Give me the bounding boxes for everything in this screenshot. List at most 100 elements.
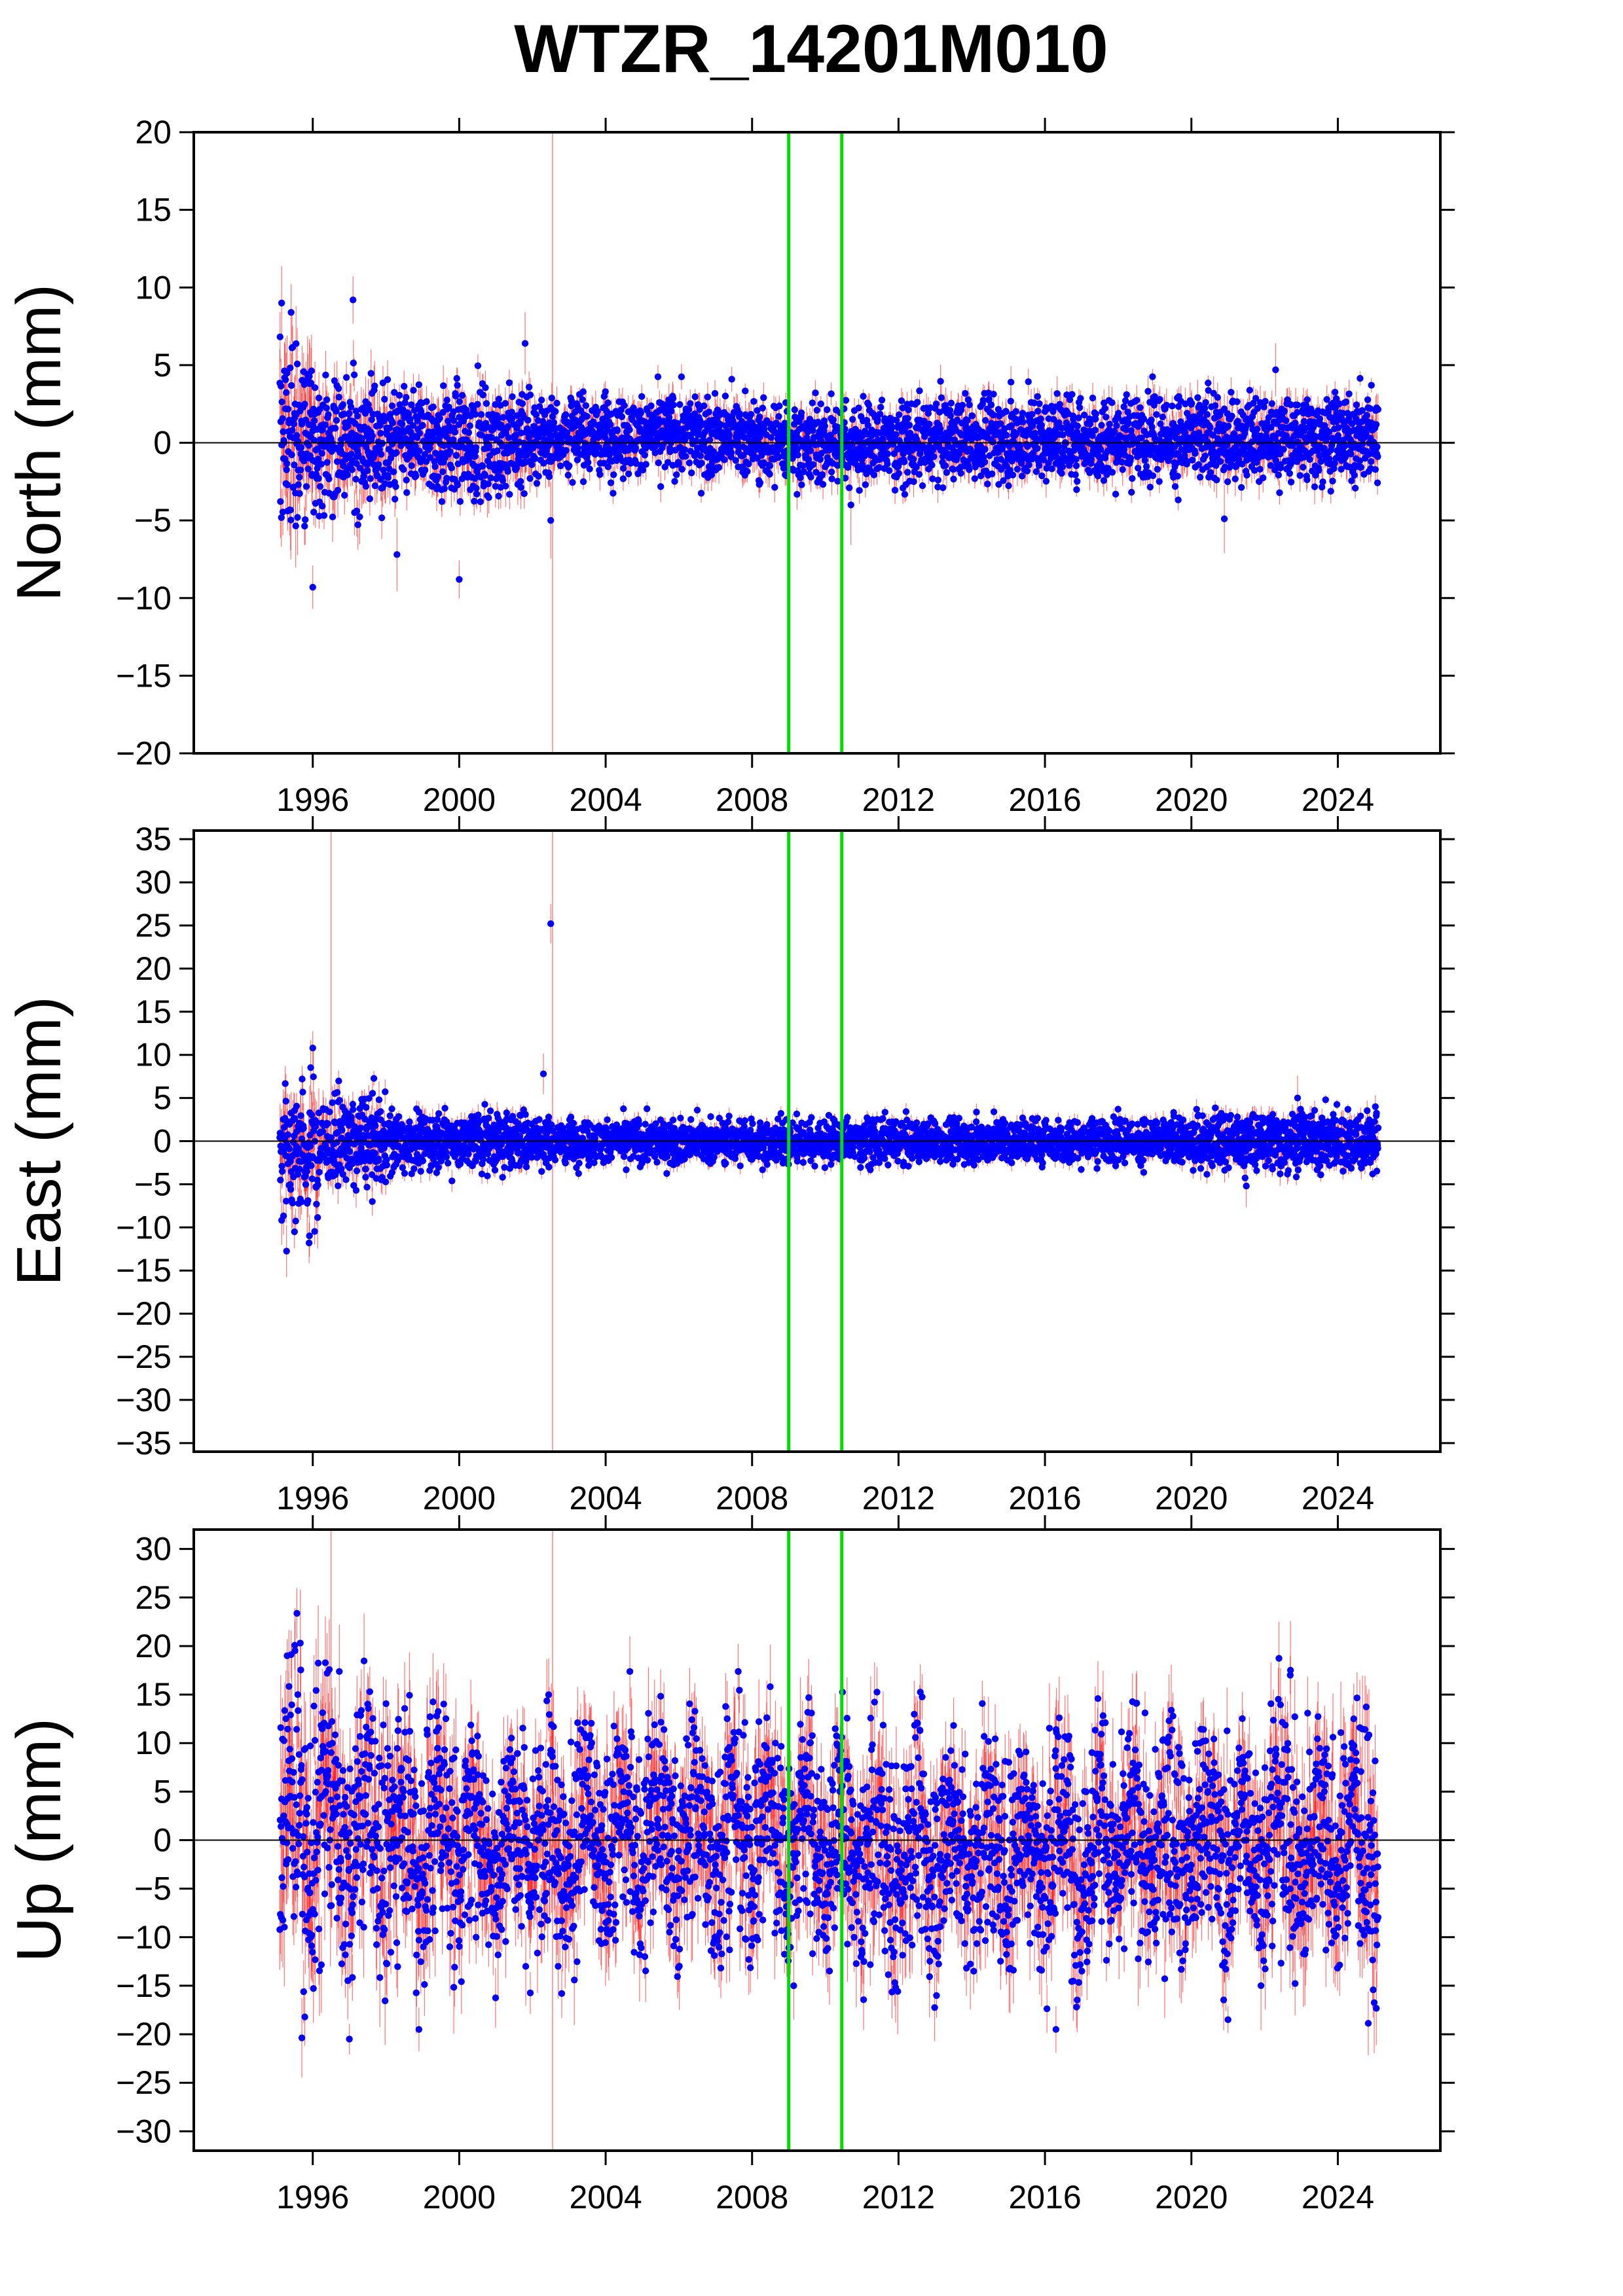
north-data-point	[530, 444, 537, 452]
north-data-point	[311, 384, 319, 391]
north-data-point	[354, 412, 361, 420]
north-data-point	[619, 465, 627, 472]
north-data-point	[364, 467, 371, 475]
north-data-point	[513, 412, 521, 420]
north-data-point	[630, 404, 637, 412]
north-data-point	[450, 417, 458, 424]
north-data-point	[401, 399, 409, 406]
north-data-point	[339, 401, 346, 408]
north-data-point	[594, 408, 601, 415]
north-data-point	[484, 480, 492, 488]
north-data-point	[441, 485, 448, 492]
north-data-point	[318, 450, 325, 457]
north-data-point	[471, 410, 479, 418]
north-data-point	[552, 408, 559, 415]
north-data-point	[315, 475, 322, 482]
north-data-point	[462, 406, 470, 414]
north-data-point	[483, 400, 490, 407]
north-data-point	[479, 391, 487, 399]
north-data-point	[289, 427, 296, 434]
north-data-point	[473, 484, 480, 492]
north-data-point	[438, 498, 446, 505]
north-data-point	[641, 452, 649, 459]
north-data-point	[400, 466, 407, 473]
north-data-point	[344, 471, 352, 478]
north-data-point	[604, 399, 611, 406]
north-data-point	[453, 452, 460, 459]
north-data-point	[316, 483, 324, 490]
north-data-point	[681, 446, 689, 454]
north-data-point	[348, 450, 355, 458]
north-ytick-label: −5	[134, 502, 172, 539]
north-data-point	[535, 473, 542, 480]
north-data-point	[655, 459, 663, 467]
north-data-point	[443, 475, 450, 482]
north-ytick-label: 20	[135, 114, 172, 151]
north-data-point	[287, 309, 295, 316]
north-data-point	[618, 413, 626, 420]
north-data-point	[366, 406, 373, 414]
north-data-point	[539, 459, 547, 467]
north-ytick-label: −20	[116, 735, 172, 772]
north-data-point	[434, 473, 442, 480]
north-data-point	[283, 481, 291, 488]
north-data-point	[533, 480, 541, 487]
north-data-point	[297, 444, 305, 451]
north-data-point	[284, 405, 292, 413]
north-data-point	[294, 437, 302, 445]
north-data-point	[367, 370, 374, 377]
north-data-point	[452, 392, 460, 400]
north-data-point	[341, 492, 348, 499]
north-data-point	[519, 400, 526, 407]
north-data-point	[451, 428, 459, 436]
north-data-point	[548, 394, 555, 402]
north-data-point	[506, 491, 513, 498]
north-data-point	[291, 461, 298, 469]
north-data-point	[323, 396, 331, 403]
north-data-point	[492, 482, 500, 490]
north-data-point	[287, 364, 294, 372]
north-data-point	[610, 490, 617, 497]
north-data-point	[323, 404, 330, 412]
north-data-point	[320, 512, 328, 519]
north-data-point	[346, 410, 353, 417]
north-data-point	[481, 472, 489, 479]
north-panel: −20 −15 −10 −5 0 5 10 15 20 1996 2000 2004 2008 2012 2…	[4, 114, 1455, 818]
north-data-point	[362, 482, 370, 490]
north-data-point	[410, 387, 417, 394]
north-data-point	[331, 425, 339, 432]
north-data-point	[568, 402, 575, 410]
north-data-point	[639, 467, 647, 474]
north-data-point	[403, 476, 410, 484]
north-data-point	[302, 483, 310, 490]
north-data-point	[437, 450, 445, 457]
north-ytick-label: 5	[153, 347, 172, 384]
north-data-point	[333, 408, 340, 415]
north-data-point	[429, 403, 437, 410]
north-data-point	[443, 396, 450, 404]
north-data-point	[394, 407, 402, 414]
north-data-point	[485, 442, 493, 450]
north-data-point	[569, 478, 576, 486]
north-data-point	[391, 495, 399, 503]
north-data-point	[668, 407, 675, 415]
north-data-point	[607, 421, 614, 428]
north-data-point	[285, 416, 293, 424]
north-data-point	[294, 514, 301, 521]
north-data-point	[283, 369, 291, 377]
north-data-point	[495, 395, 503, 403]
north-data-point	[455, 421, 463, 428]
north-data-point	[314, 456, 322, 463]
panels: −20 −15 −10 −5 0 5 10 15 20 1996 2000 2004 2008 2012 2…	[4, 114, 1455, 2215]
north-data-point	[477, 498, 484, 505]
north-data-point	[619, 475, 627, 482]
north-xtick-label: 2000	[423, 781, 496, 818]
north-data-point	[307, 379, 315, 387]
north-data-point	[549, 413, 556, 420]
north-data-point	[638, 393, 646, 401]
north-xtick-label: 1996	[276, 781, 349, 818]
north-data-point	[422, 466, 429, 474]
north-data-point	[283, 460, 291, 467]
north-data-point	[318, 461, 325, 468]
north-data-point	[553, 399, 560, 407]
